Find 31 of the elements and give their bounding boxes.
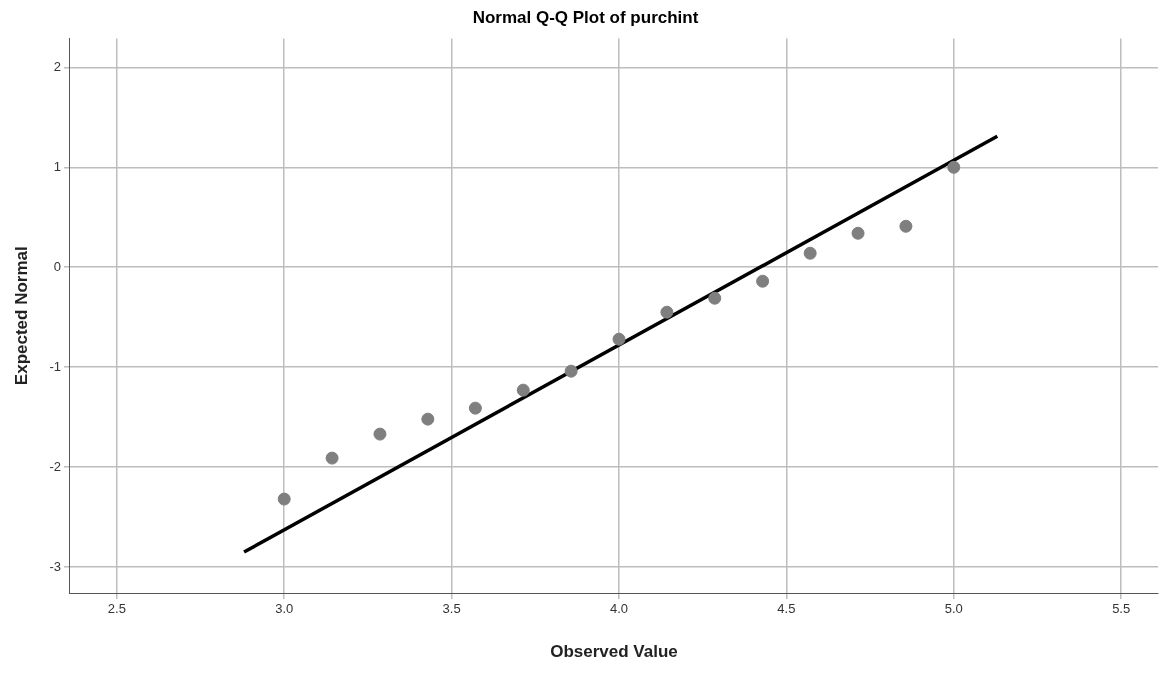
point — [564, 364, 578, 378]
point — [516, 383, 530, 397]
point — [468, 401, 482, 415]
y-tick-label: 0 — [53, 258, 61, 274]
point — [899, 219, 913, 233]
x-axis-title: Observed Value — [550, 642, 678, 662]
chart-title: Normal Q-Q Plot of purchint — [472, 7, 699, 27]
y-tick-label: 2 — [53, 58, 61, 74]
y-tick-label: -2 — [49, 458, 61, 474]
point — [947, 160, 961, 174]
x-tick-label: 3.5 — [442, 601, 461, 617]
point — [421, 412, 435, 426]
point — [660, 305, 674, 319]
point — [756, 274, 770, 288]
x-tick-label: 4.5 — [777, 601, 796, 617]
point — [803, 246, 817, 260]
y-tick-label: -3 — [49, 558, 61, 574]
point — [373, 427, 387, 441]
x-tick-label: 5.5 — [1112, 601, 1131, 617]
y-axis-title: Expected Normal — [11, 246, 31, 386]
y-tick-label: -1 — [49, 358, 61, 374]
point — [708, 291, 722, 305]
point — [851, 226, 865, 240]
x-tick-label: 2.5 — [107, 601, 126, 617]
x-tick-label: 5.0 — [944, 601, 963, 617]
point — [612, 332, 626, 346]
x-tick-label: 4.0 — [609, 601, 629, 617]
point — [325, 451, 339, 465]
y-tick-label: 1 — [53, 158, 61, 174]
point — [277, 492, 291, 506]
x-tick-label: 3.0 — [275, 601, 294, 617]
